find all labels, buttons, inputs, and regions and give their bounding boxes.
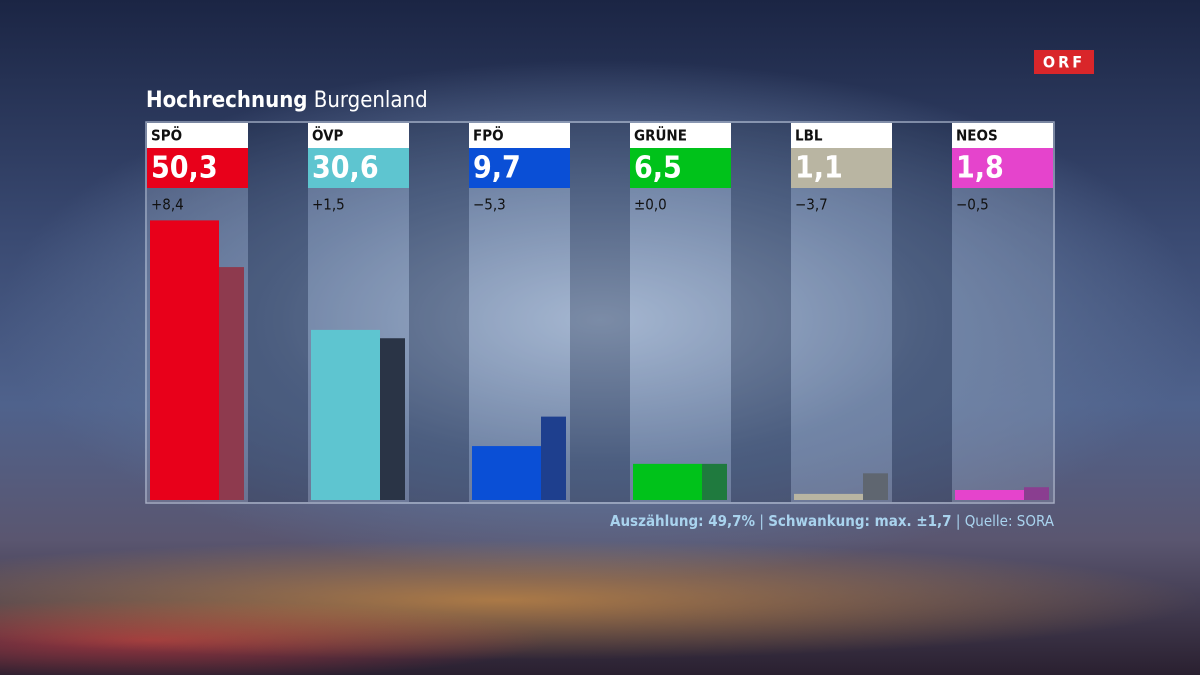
value-box	[308, 148, 409, 188]
value-box	[952, 148, 1053, 188]
value-box	[147, 148, 248, 188]
party-name: NEOS	[956, 127, 998, 145]
value-label: 50,3	[151, 151, 218, 186]
previous-bar	[1024, 487, 1049, 500]
value-box	[791, 148, 892, 188]
party-header	[469, 123, 570, 148]
column-bg	[952, 148, 1053, 502]
footer: Auszählung: 49,7% | Schwankung: max. ±1,…	[610, 512, 1055, 530]
column-gap	[570, 123, 630, 502]
value-label: 9,7	[473, 151, 521, 186]
party-name: GRÜNE	[634, 126, 687, 145]
frame	[145, 121, 1055, 504]
value-label: 30,6	[312, 151, 379, 186]
previous-bar	[380, 338, 405, 500]
party-header	[147, 123, 248, 148]
column-gap	[409, 123, 469, 502]
column-bg	[791, 148, 892, 502]
party-name: LBL	[795, 127, 823, 145]
subtitle: Burgenland	[314, 88, 428, 113]
previous-bar	[863, 473, 888, 500]
party-header	[952, 123, 1053, 148]
bar	[955, 489, 1024, 500]
party-header	[630, 123, 731, 148]
previous-bar	[702, 463, 727, 500]
logo-box	[1034, 50, 1094, 74]
bar	[794, 493, 863, 500]
column-bg	[630, 148, 731, 502]
change-label: −3,7	[795, 196, 828, 214]
value-box	[469, 148, 570, 188]
footer-counted: Auszählung: 49,7%	[610, 512, 756, 530]
change-label: −5,3	[473, 196, 506, 214]
value-label: 1,1	[795, 151, 843, 186]
change-label: +1,5	[312, 196, 345, 214]
value-label: 1,8	[956, 151, 1004, 186]
party-name: FPÖ	[473, 126, 504, 145]
party-name: SPÖ	[151, 126, 182, 145]
change-label: −0,5	[956, 196, 989, 214]
column-gap	[731, 123, 791, 502]
party-header	[791, 123, 892, 148]
party-header	[308, 123, 409, 148]
previous-bar	[219, 267, 244, 500]
logo: ORF	[1043, 53, 1085, 72]
bar	[150, 220, 219, 500]
value-label: 6,5	[634, 151, 682, 186]
footer-source: Quelle: SORA	[965, 512, 1055, 530]
change-label: ±0,0	[634, 196, 667, 214]
bar	[311, 329, 380, 500]
footer-margin: Schwankung: max. ±1,7	[768, 512, 951, 530]
value-box	[630, 148, 731, 188]
party-name: ÖVP	[312, 126, 344, 145]
bar	[633, 463, 702, 500]
previous-bar	[541, 416, 566, 500]
column-gap	[892, 123, 952, 502]
bar	[472, 446, 541, 500]
title: Hochrechnung	[146, 88, 307, 113]
column-gap	[248, 123, 308, 502]
chart-title: Hochrechnung Burgenland	[146, 88, 428, 113]
change-label: +8,4	[151, 196, 184, 214]
